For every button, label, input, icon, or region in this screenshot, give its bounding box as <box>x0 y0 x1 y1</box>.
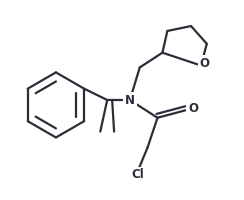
Text: O: O <box>200 57 210 70</box>
Text: O: O <box>188 102 198 115</box>
Text: Cl: Cl <box>132 168 144 181</box>
Text: N: N <box>125 94 135 106</box>
